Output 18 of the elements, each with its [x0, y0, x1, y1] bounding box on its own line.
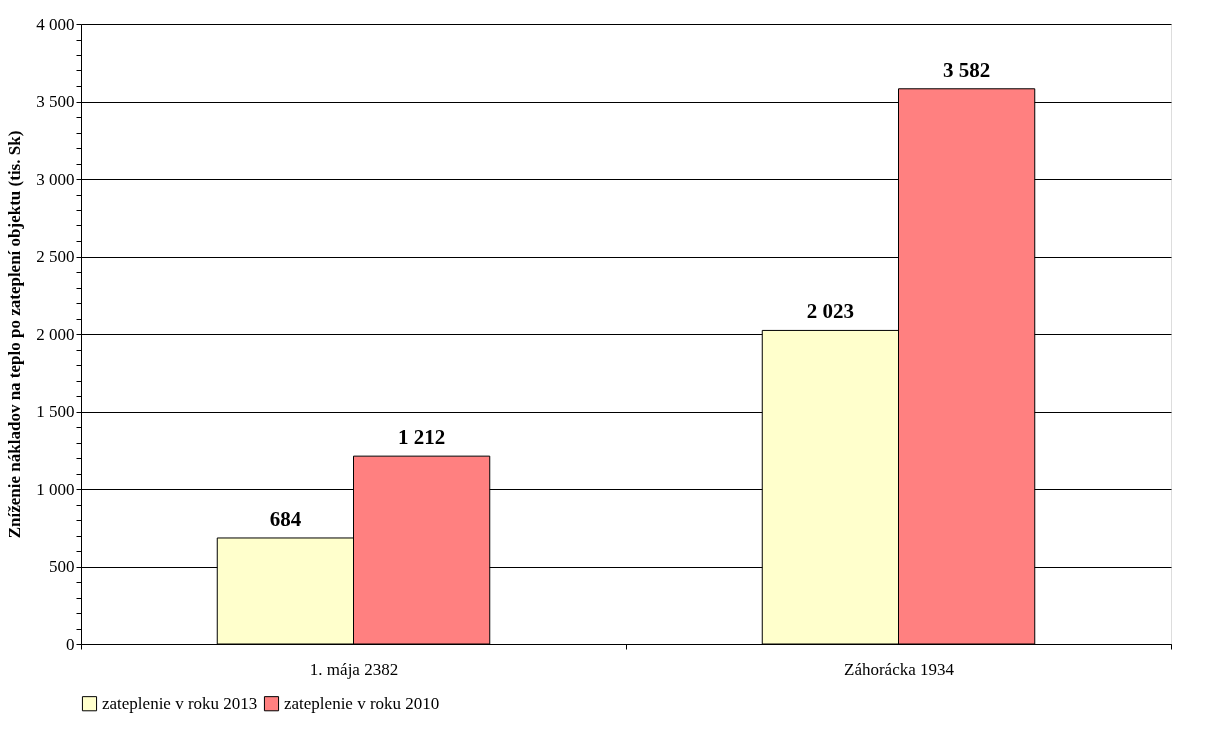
y-axis-title: Zníženie nákladov na teplo po zateplení objektu (tis. Sk): [5, 130, 25, 539]
data-label: 1 212: [398, 425, 446, 450]
data-label: 684: [269, 506, 302, 531]
data-label: 2 023: [806, 299, 854, 324]
y-tick-label: 2 000: [36, 324, 75, 344]
y-tick-label: 1 000: [36, 479, 75, 499]
y-tick-label: 0: [66, 634, 75, 654]
y-tick-label: 3 500: [36, 92, 75, 111]
y-tick-label: 4 000: [36, 14, 75, 34]
data-label: 3 582: [943, 57, 991, 82]
x-tick-label: 1. mája 2382: [309, 659, 399, 679]
y-tick-label: 500: [49, 557, 75, 576]
y-tick-label: 1 500: [36, 402, 75, 421]
legend-label: zateplenie v roku 2010: [284, 693, 440, 713]
y-tick-label: 3 000: [36, 169, 75, 189]
x-tick-label: Záhorácka 1934: [844, 659, 955, 679]
legend-label: zateplenie v roku 2013: [102, 693, 258, 713]
y-tick-label: 2 500: [36, 247, 75, 266]
